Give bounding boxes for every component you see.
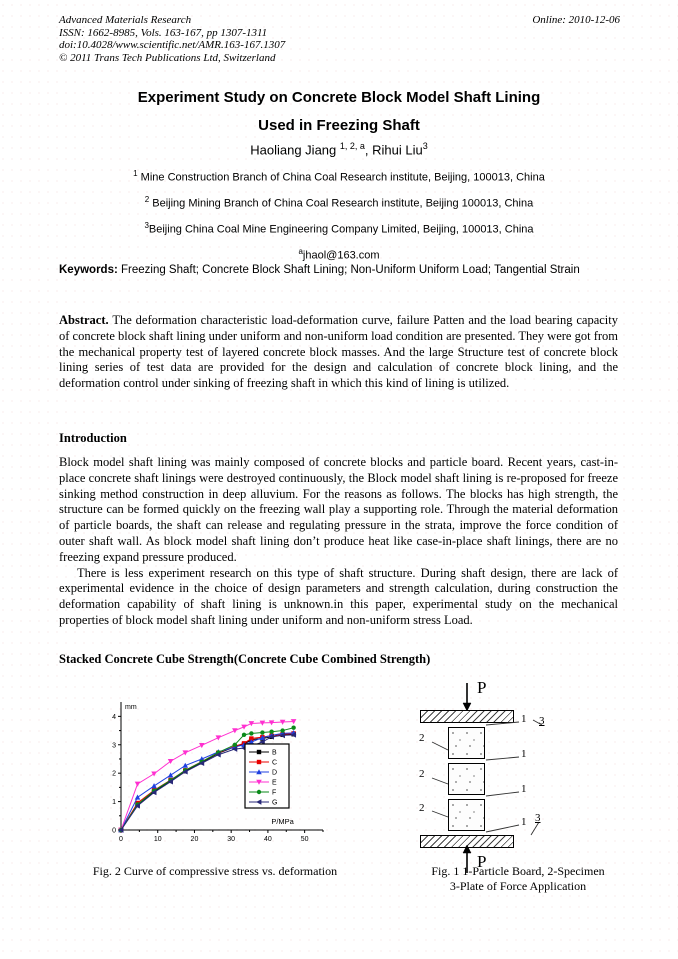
particle-board [448, 722, 485, 728]
title-line1: Experiment Study on Concrete Block Model… [137, 89, 541, 106]
svg-text:G: G [272, 800, 277, 807]
fig2-series-E [118, 719, 297, 833]
fig1-caption-line1: Fig. 1 1-Particle Board, 2-Specimen [431, 864, 605, 878]
keywords: Keywords: Freezing Shaft; Concrete Block… [59, 262, 618, 278]
svg-text:P/MPa: P/MPa [271, 817, 294, 826]
author-email-sup: a [298, 247, 303, 257]
force-arrow-down-icon [462, 683, 472, 712]
affiliation-1-sup: 1 [133, 169, 138, 178]
journal-header: Advanced Materials Research ISSN: 1662-8… [59, 14, 285, 64]
affiliation-2-text: Beijing Mining Branch of China Coal Rese… [149, 197, 534, 210]
fig1-diagram: P P [405, 678, 605, 880]
page-title: Experiment Study on Concrete Block Model… [0, 84, 678, 140]
specimen-column [448, 722, 485, 836]
bottom-plate [420, 835, 514, 848]
title-line2: Used in Freezing Shaft [258, 117, 420, 134]
svg-text:1: 1 [112, 799, 116, 806]
specimen-block [448, 728, 485, 758]
journal-doi: doi:10.4028/www.scientific.net/AMR.163-1… [59, 39, 286, 52]
svg-text:0: 0 [119, 836, 123, 843]
affiliation-1: 1 Mine Construction Branch of China Coal… [0, 163, 678, 189]
fig1-label-plate: 3 [539, 715, 545, 727]
introduction-para1: Block model shaft lining was mainly comp… [59, 455, 618, 564]
author-1-sup: 1, 2, a [339, 141, 365, 151]
specimen-block [448, 800, 485, 830]
svg-text:B: B [272, 750, 277, 757]
fig2-chart: 0 10 20 30 40 50 0 1 2 3 4 mm P/MPa B C D E F G [95, 697, 329, 852]
svg-text:40: 40 [264, 836, 272, 843]
svg-text:mm: mm [125, 704, 137, 711]
author-1: Haoliang Jiang [250, 142, 340, 158]
journal-name: Advanced Materials Research [59, 14, 192, 26]
svg-text:D: D [272, 770, 277, 777]
affiliation-3: 3Beijing China Coal Mine Engineering Com… [0, 215, 678, 241]
author-email: ajhaol@163.com [0, 241, 678, 267]
fig1-label-board: 1 [521, 783, 527, 795]
particle-board [448, 794, 485, 800]
fig2-axes: 0 10 20 30 40 50 0 1 2 3 4 mm P/MPa [112, 702, 324, 843]
svg-text:3: 3 [112, 742, 116, 749]
affiliation-3-text: Beijing China Coal Mine Engineering Comp… [148, 223, 534, 236]
fig1-label-board: 1 [521, 713, 527, 725]
svg-text:50: 50 [301, 836, 309, 843]
introduction-body: Block model shaft lining was mainly comp… [59, 455, 618, 629]
svg-text:C: C [272, 760, 277, 767]
affiliation-3-sup: 3 [144, 221, 149, 231]
svg-text:30: 30 [227, 836, 235, 843]
introduction-para2: There is less experiment research on thi… [59, 565, 618, 627]
affiliation-2: 2 Beijing Mining Branch of China Coal Re… [0, 189, 678, 215]
force-label-top: P [477, 678, 487, 697]
svg-text:E: E [272, 780, 277, 787]
online-date: Online: 2010-12-06 [532, 14, 620, 26]
fig1-label-plate: 3 [535, 812, 541, 824]
svg-text:4: 4 [112, 714, 116, 721]
svg-text:10: 10 [154, 836, 162, 843]
svg-text:0: 0 [112, 828, 116, 835]
author-line: Haoliang Jiang 1, 2, a, Rihui Liu3 [0, 141, 678, 157]
keywords-label: Keywords: [59, 264, 118, 276]
force-label-bottom: P [477, 852, 487, 871]
introduction-heading: Introduction [59, 431, 127, 445]
affiliation-1-text: Mine Construction Branch of China Coal R… [137, 171, 545, 184]
fig1-label-board: 1 [521, 816, 527, 828]
svg-text:F: F [272, 790, 276, 797]
author-2: , Rihui Liu [364, 142, 423, 158]
abstract-label: Abstract. [59, 313, 109, 327]
fig1-label-board: 1 [521, 748, 527, 760]
affiliation-2-sup: 2 [144, 195, 150, 205]
fig2-caption: Fig. 2 Curve of compressive stress vs. d… [92, 864, 338, 878]
fig2-series-G [118, 732, 297, 833]
specimen-block [448, 764, 485, 794]
keywords-text: Freezing Shaft; Concrete Block Shaft Lin… [117, 264, 580, 276]
fig1-label-specimen: 2 [419, 802, 425, 814]
author-email-text: jhaol@163.com [302, 250, 380, 263]
journal-issn: ISSN: 1662-8985, Vols. 163-167, pp 1307-… [59, 26, 268, 39]
svg-text:20: 20 [191, 836, 199, 843]
fig1-caption: Fig. 1 1-Particle Board, 2-Specimen 3-Pl… [398, 864, 638, 894]
fig1-caption-line2: 3-Plate of Force Application [449, 879, 587, 893]
fig1-label-specimen: 2 [419, 732, 425, 744]
stacked-strength-heading: Stacked Concrete Cube Strength(Concrete … [59, 652, 431, 666]
particle-board [448, 758, 485, 764]
svg-text:2: 2 [112, 771, 116, 778]
fig1-label-specimen: 2 [419, 768, 425, 780]
abstract-text: The deformation characteristic load-defo… [59, 313, 618, 391]
affiliations: 1 Mine Construction Branch of China Coal… [0, 163, 678, 268]
abstract: Abstract. The deformation characteristic… [59, 313, 618, 392]
author-2-sup: 3 [422, 141, 428, 151]
journal-copyright: © 2011 Trans Tech Publications Ltd, Swit… [59, 51, 276, 64]
